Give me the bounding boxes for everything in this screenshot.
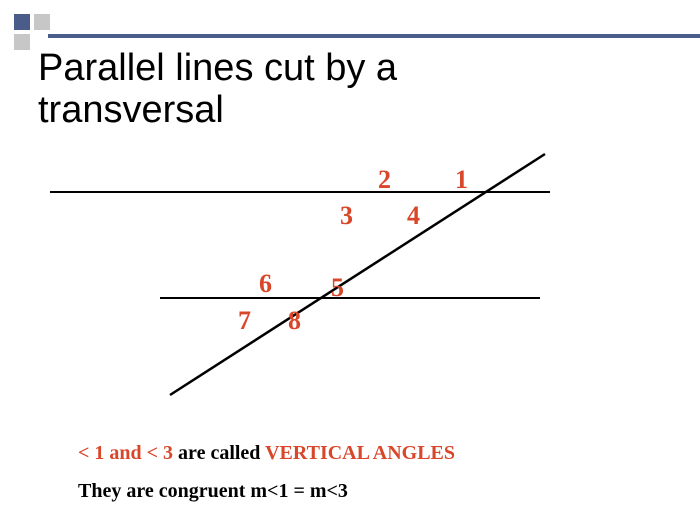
caption-line-2: They are congruent m<1 = m<3 (78, 480, 348, 503)
angle-label-4: 4 (407, 201, 420, 231)
deco-block-2 (34, 14, 50, 30)
deco-block-3 (14, 34, 30, 50)
angle-label-2: 2 (378, 165, 391, 195)
angle-label-8: 8 (288, 306, 301, 336)
angle-label-5: 5 (331, 273, 344, 303)
deco-bar (48, 34, 700, 38)
angle-label-7: 7 (238, 306, 251, 336)
page-title: Parallel lines cut by a transversal (38, 48, 498, 132)
angle-label-1: 1 (455, 165, 468, 195)
deco-block-1 (14, 14, 30, 30)
caption-line-1: < 1 and < 3 are called VERTICAL ANGLES (78, 442, 455, 465)
angle-label-6: 6 (259, 269, 272, 299)
angle-label-3: 3 (340, 201, 353, 231)
angle-labels: 2 1 3 4 6 5 7 8 (40, 150, 600, 420)
